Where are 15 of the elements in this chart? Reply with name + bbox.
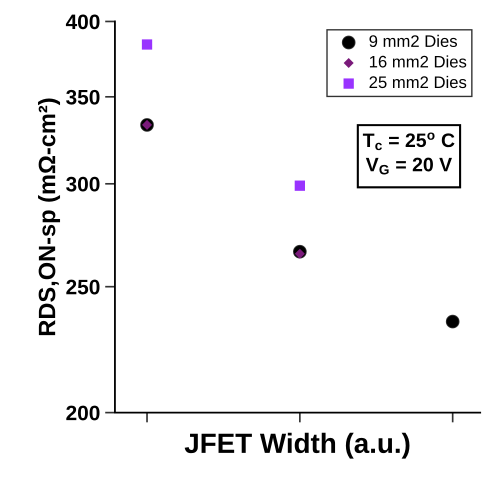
- legend-label: 25 mm2 Dies: [370, 76, 466, 88]
- annotation: V$_{G}$ = 20 V: [366, 158, 452, 174]
- y-tick-label: 300: [66, 176, 100, 192]
- point: [142, 39, 152, 50]
- y-tick-label: 200: [66, 406, 100, 420]
- point: [294, 180, 305, 191]
- y-tick-label: 400: [66, 14, 100, 30]
- x-axis-title: JFET Width (a.u.): [184, 432, 410, 459]
- legend-label: 9 mm2 Dies: [369, 34, 457, 48]
- y-tick-label: 250: [66, 280, 100, 294]
- legend-label: 16 mm2 Dies: [370, 55, 466, 68]
- y-tick-label: 350: [66, 90, 100, 105]
- point: [446, 314, 460, 328]
- annotation: T$_{c}$ = 25$^{o}$ C: [362, 132, 455, 150]
- y-axis-title: RDS,ON-sp (mΩ-cm²): [38, 98, 60, 336]
